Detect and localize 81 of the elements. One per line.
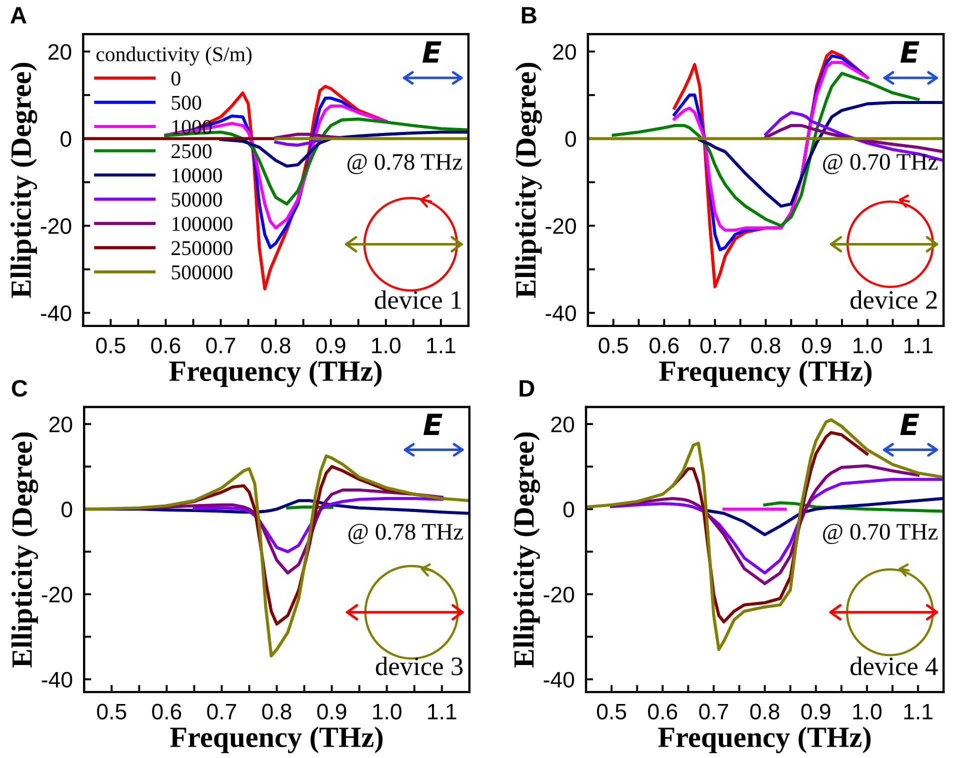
legend-title: conductivity (S/m) <box>96 46 252 66</box>
chart-title: A <box>10 7 26 24</box>
x-tick-label: 0.6 <box>650 338 679 354</box>
legend-label: 50000 <box>172 192 222 207</box>
x-tick-label: 1.1 <box>427 338 456 354</box>
line-series <box>84 454 470 658</box>
legend-label: 500000 <box>172 265 232 280</box>
chart-title: C <box>12 380 28 397</box>
legend-label: 250000 <box>172 241 232 256</box>
x-axis-title: Frequency (THz) <box>658 726 871 754</box>
y-axis-title: Ellipticity (Degree) <box>515 62 542 298</box>
annotation: device 3 <box>376 656 463 676</box>
annotation: @ 0.70 THz <box>823 154 938 174</box>
x-tick-label: 1.0 <box>372 338 400 354</box>
y-tick-label: -40 <box>40 305 72 322</box>
x-tick-label: 0.6 <box>648 704 678 720</box>
y-axis-title: Ellipticity (Degree) <box>10 62 38 298</box>
legend-label: 10000 <box>172 168 222 182</box>
y-tick-label: -20 <box>544 586 574 602</box>
x-tick-label: 1.1 <box>904 704 932 720</box>
y-tick-label: 20 <box>551 416 574 432</box>
x-tick-label: 0.6 <box>151 338 180 354</box>
y-axis-title: Ellipticity (Degree) <box>513 432 540 668</box>
line-series <box>764 124 944 154</box>
x-tick-label: 1.0 <box>853 704 882 720</box>
annotation: @ 0.78 THz <box>348 524 463 544</box>
x-tick-label: 0.9 <box>802 338 831 354</box>
y-tick-label: 0 <box>563 502 574 518</box>
chart-title: D <box>520 380 534 396</box>
legend-label: 2500 <box>172 144 212 158</box>
y-tick-label: -20 <box>546 218 576 234</box>
x-tick-label: 1.0 <box>854 338 882 354</box>
x-tick-label: 0.5 <box>96 338 126 354</box>
x-axis-title: Frequency (THz) <box>170 726 383 754</box>
y-tick-label: 0 <box>60 131 72 147</box>
x-tick-label: 0.9 <box>316 338 346 354</box>
x-tick-label: 0.8 <box>261 338 290 354</box>
chart-title: B <box>522 7 536 24</box>
line-series <box>698 100 944 208</box>
x-tick-label: 1.1 <box>428 704 456 720</box>
annotation: device 4 <box>850 656 938 676</box>
x-tick-label: 0.8 <box>751 338 780 354</box>
annotation: E <box>422 41 442 63</box>
x-axis-title: Frequency (THz) <box>169 360 382 388</box>
y-tick-label: -40 <box>544 672 574 688</box>
x-tick-label: 0.8 <box>262 704 292 720</box>
annotation: device 2 <box>850 290 937 309</box>
annotation: E <box>900 41 920 63</box>
y-tick-label: 20 <box>553 44 576 60</box>
y-axis-title: Ellipticity (Degree) <box>11 432 38 668</box>
legend-label: 500 <box>172 96 202 110</box>
x-tick-label: 0.8 <box>750 704 780 720</box>
legend-label: 0 <box>171 72 180 86</box>
annotation: @ 0.70 THz <box>823 524 938 544</box>
legend-label: 100000 <box>172 216 232 231</box>
x-tick-label: 0.5 <box>596 704 626 720</box>
x-tick-label: 0.9 <box>317 704 346 720</box>
annotation: E <box>900 414 920 436</box>
y-tick-label: 20 <box>49 416 72 432</box>
y-tick-label: 0 <box>565 131 576 147</box>
y-tick-label: -40 <box>42 672 72 688</box>
x-tick-label: 0.6 <box>152 704 182 720</box>
x-tick-label: 1.1 <box>904 338 933 354</box>
y-tick-label: -20 <box>42 586 72 602</box>
x-tick-label: 0.7 <box>699 704 728 720</box>
annotation: E <box>423 414 442 436</box>
y-tick-label: 20 <box>48 44 72 60</box>
x-tick-label: 0.7 <box>207 704 236 720</box>
y-tick-label: -40 <box>546 305 576 322</box>
x-tick-label: 0.5 <box>97 704 126 720</box>
x-tick-label: 1.0 <box>373 704 402 720</box>
y-tick-label: 0 <box>62 502 72 518</box>
x-tick-label: 0.9 <box>801 704 830 720</box>
x-tick-label: 0.5 <box>598 338 628 354</box>
x-tick-label: 0.7 <box>700 338 730 354</box>
x-axis-title: Frequency (THz) <box>659 360 872 388</box>
y-tick-label: -20 <box>40 218 72 234</box>
line-series <box>164 118 468 206</box>
annotation: device 1 <box>374 290 462 309</box>
annotation: @ 0.78 THz <box>348 154 462 174</box>
x-tick-label: 0.7 <box>206 338 236 354</box>
